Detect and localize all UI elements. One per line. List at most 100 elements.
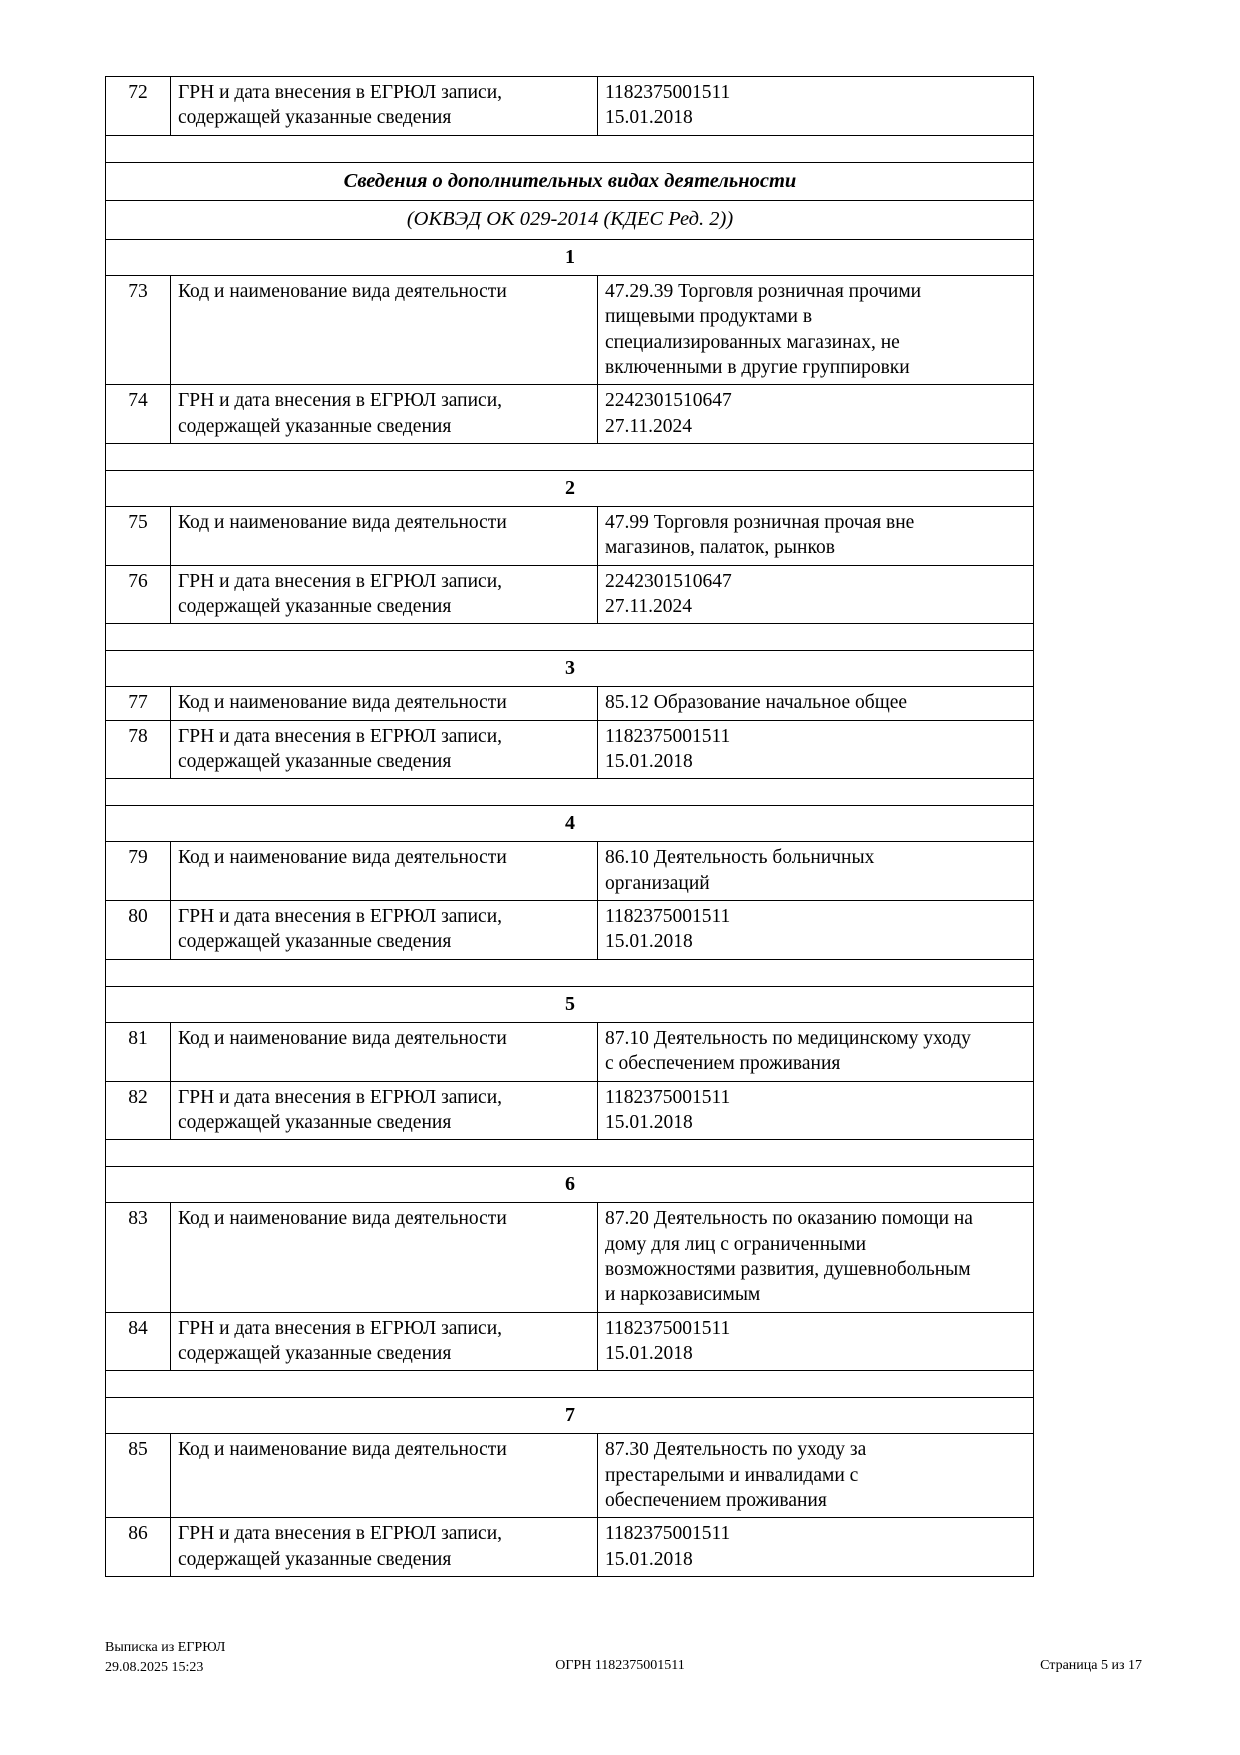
- cell-line: Код и наименование вида деятельности: [178, 280, 507, 302]
- activity-code-row-value: 85.12 Образование начальное общее: [597, 686, 1034, 721]
- cell-line: 2242301510647: [605, 570, 732, 592]
- egrul-data-table: 72 ГРН и дата внесения в ЕГРЮЛ записи, сод…: [105, 76, 1034, 1577]
- cell-line: Код и наименование вида деятельности: [178, 512, 507, 534]
- cell-line: 47.29.39 Торговля розничная прочими: [605, 280, 922, 302]
- cell-line: 27.11.2024: [605, 596, 693, 618]
- table-row: 72 ГРН и дата внесения в ЕГРЮЛ записи, сод…: [105, 76, 1034, 136]
- activity-code-row-value: 47.29.39 Торговля розничная прочими пищев…: [597, 274, 1034, 386]
- cell-line: 1182375001511: [605, 1317, 731, 1339]
- cell-line: 87.20 Деятельность по оказанию помощи на: [605, 1208, 973, 1230]
- table-row: 77 Код и наименование вида деятельности 85…: [105, 686, 1034, 721]
- group-index-7: 7: [105, 1397, 1034, 1435]
- activity-code-row-number: 75: [105, 506, 171, 566]
- cell-line: 15.01.2018: [605, 107, 693, 129]
- activity-code-row-label: Код и наименование вида деятельности: [170, 1021, 598, 1082]
- cell-line: Код и наименование вида деятельности: [178, 847, 507, 869]
- activity-code-row-number: 81: [105, 1021, 171, 1082]
- grn-row-label: ГРН и дата внесения в ЕГРЮЛ записи, содер…: [170, 1080, 598, 1141]
- table-row: 86 ГРН и дата внесения в ЕГРЮЛ записи, сод…: [105, 1517, 1034, 1577]
- grn-row-number: 82: [105, 1080, 171, 1141]
- cell-line: 87.10 Деятельность по медицинскому уходу: [605, 1027, 971, 1049]
- section-title: Сведения о дополнительных видах деятельн…: [105, 161, 1034, 202]
- footer-ogrn: ОГРН 1182375001511: [555, 1658, 685, 1673]
- cell-line: возможностями развития, душевнобольным: [605, 1258, 971, 1280]
- table-row: 79 Код и наименование вида деятельности 86…: [105, 841, 1034, 902]
- cell-line: 15.01.2018: [605, 1111, 693, 1133]
- spacer-cell: [105, 1139, 1034, 1168]
- grn-row-number: 80: [105, 900, 171, 960]
- group-index-4: 4: [105, 805, 1034, 843]
- table-row: 75 Код и наименование вида деятельности 47…: [105, 506, 1034, 566]
- cell-line: 1182375001511: [605, 906, 731, 928]
- table-row: 82 ГРН и дата внесения в ЕГРЮЛ записи, сод…: [105, 1080, 1034, 1141]
- cell-line: содержащей указанные сведения: [178, 931, 452, 953]
- cell-line: 87.30 Деятельность по уходу за: [605, 1439, 867, 1461]
- grn-row-value: 1182375001511 15.01.2018: [597, 76, 1034, 136]
- grn-row-value: 2242301510647 27.11.2024: [597, 384, 1034, 445]
- grn-row-value: 1182375001511 15.01.2018: [597, 1311, 1034, 1372]
- cell-line: магазинов, палаток, рынков: [605, 537, 835, 559]
- cell-line: ГРН и дата внесения в ЕГРЮЛ записи,: [178, 390, 503, 412]
- grn-row-label: ГРН и дата внесения в ЕГРЮЛ записи, содер…: [170, 384, 598, 445]
- cell-line: 85.12 Образование начальное общее: [605, 692, 908, 714]
- grn-row-value: 1182375001511 15.01.2018: [597, 900, 1034, 960]
- cell-line: обеспечением проживания: [605, 1489, 827, 1511]
- table-row: 78 ГРН и дата внесения в ЕГРЮЛ записи, сод…: [105, 719, 1034, 780]
- activity-code-row-label: Код и наименование вида деятельности: [170, 686, 598, 721]
- group-index-5: 5: [105, 985, 1034, 1023]
- table-row: 3: [105, 650, 1034, 688]
- cell-line: ГРН и дата внесения в ЕГРЮЛ записи,: [178, 82, 503, 103]
- cell-line: 15.01.2018: [605, 931, 693, 953]
- cell-line: пищевыми продуктами в: [605, 306, 813, 328]
- table-row: 4: [105, 805, 1034, 843]
- cell-line: Код и наименование вида деятельности: [178, 1208, 507, 1230]
- table-row: 80 ГРН и дата внесения в ЕГРЮЛ записи, сод…: [105, 900, 1034, 960]
- table-row: 6: [105, 1166, 1034, 1204]
- cell-line: 1182375001511: [605, 725, 731, 747]
- spacer-row: [105, 778, 1034, 807]
- grn-row-label: ГРН и дата внесения в ЕГРЮЛ записи, содер…: [170, 564, 598, 625]
- cell-line: 15.01.2018: [605, 1548, 693, 1570]
- cell-line: организаций: [605, 872, 710, 894]
- cell-line: содержащей указанные сведения: [178, 1111, 452, 1133]
- cell-line: дому для лиц с ограниченными: [605, 1233, 867, 1255]
- group-index-1: 1: [105, 238, 1034, 276]
- table-row: 85 Код и наименование вида деятельности 87…: [105, 1433, 1034, 1519]
- activity-code-row-label: Код и наименование вида деятельности: [170, 1433, 598, 1519]
- cell-line: престарелыми и инвалидами с: [605, 1464, 859, 1486]
- table-row: 74 ГРН и дата внесения в ЕГРЮЛ записи, сод…: [105, 384, 1034, 445]
- spacer-row: [105, 958, 1034, 987]
- grn-row-value: 1182375001511 15.01.2018: [597, 1080, 1034, 1141]
- spacer-cell: [105, 958, 1034, 987]
- cell-line: 1182375001511: [605, 82, 731, 103]
- group-index-6: 6: [105, 1166, 1034, 1204]
- cell-line: ГРН и дата внесения в ЕГРЮЛ записи,: [178, 1317, 503, 1339]
- table-row: Сведения о дополнительных видах деятельн…: [105, 161, 1034, 202]
- table-row: (ОКВЭД ОК 029-2014 (КДЕС Ред. 2)): [105, 200, 1034, 240]
- grn-row-label: ГРН и дата внесения в ЕГРЮЛ записи, содер…: [170, 719, 598, 780]
- grn-row-value: 1182375001511 15.01.2018: [597, 1517, 1034, 1577]
- grn-row-label: ГРН и дата внесения в ЕГРЮЛ записи, содер…: [170, 1517, 598, 1577]
- grn-row-value: 2242301510647 27.11.2024: [597, 564, 1034, 625]
- table-row: 76 ГРН и дата внесения в ЕГРЮЛ записи, сод…: [105, 564, 1034, 625]
- spacer-cell: [105, 778, 1034, 807]
- cell-line: 27.11.2024: [605, 415, 693, 437]
- table-row: 7: [105, 1397, 1034, 1435]
- spacer-row: [105, 1370, 1034, 1399]
- table-row: 73 Код и наименование вида деятельности 47…: [105, 274, 1034, 386]
- activity-code-row-value: 87.20 Деятельность по оказанию помощи на…: [597, 1202, 1034, 1313]
- activity-code-row-value: 86.10 Деятельность больничных организаций: [597, 841, 1034, 902]
- table-row: 83 Код и наименование вида деятельности 87…: [105, 1202, 1034, 1313]
- section-subtitle: (ОКВЭД ОК 029-2014 (КДЕС Ред. 2)): [105, 200, 1034, 240]
- activity-code-row-number: 73: [105, 274, 171, 386]
- grn-row-number: 72: [105, 76, 171, 136]
- grn-row-number: 86: [105, 1517, 171, 1577]
- spacer-cell: [105, 134, 1034, 163]
- spacer-row: [105, 443, 1034, 472]
- cell-line: 1182375001511: [605, 1086, 731, 1108]
- cell-line: ГРН и дата внесения в ЕГРЮЛ записи,: [178, 1086, 503, 1108]
- grn-row-label: ГРН и дата внесения в ЕГРЮЛ записи, содер…: [170, 900, 598, 960]
- activity-code-row-value: 87.30 Деятельность по уходу за престарелы…: [597, 1433, 1034, 1519]
- footer-left-block: Выписка из ЕГРЮЛ 29.08.2025 15:23: [105, 1638, 225, 1679]
